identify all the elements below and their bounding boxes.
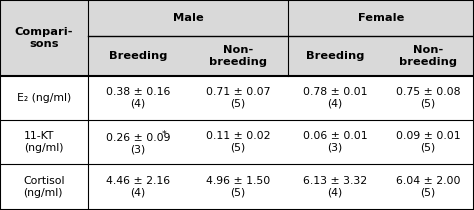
Text: 4.46 ± 2.16
(4): 4.46 ± 2.16 (4) bbox=[106, 176, 170, 198]
Text: Breeding: Breeding bbox=[109, 51, 167, 61]
Text: 11-KT
(ng/ml): 11-KT (ng/ml) bbox=[24, 131, 64, 153]
Text: 6.13 ± 3.32
(4): 6.13 ± 3.32 (4) bbox=[303, 176, 367, 198]
Text: Non-
breeding: Non- breeding bbox=[209, 45, 267, 67]
Bar bbox=[0, 164, 474, 210]
Text: 0.26 ± 0.09: 0.26 ± 0.09 bbox=[106, 133, 170, 143]
Text: Cortisol
(ng/ml): Cortisol (ng/ml) bbox=[23, 176, 65, 198]
Text: Female: Female bbox=[358, 13, 404, 23]
Text: E₂ (ng/ml): E₂ (ng/ml) bbox=[17, 93, 71, 103]
Text: 0.78 ± 0.01
(4): 0.78 ± 0.01 (4) bbox=[303, 87, 367, 109]
Text: *: * bbox=[162, 130, 166, 139]
Text: 0.75 ± 0.08
(5): 0.75 ± 0.08 (5) bbox=[396, 87, 460, 109]
Text: 0.11 ± 0.02
(5): 0.11 ± 0.02 (5) bbox=[206, 131, 270, 153]
Text: Breeding: Breeding bbox=[306, 51, 364, 61]
Text: 0.71 ± 0.07
(5): 0.71 ± 0.07 (5) bbox=[206, 87, 270, 109]
Text: 6.04 ± 2.00
(5): 6.04 ± 2.00 (5) bbox=[396, 176, 460, 198]
Bar bbox=[0, 76, 474, 120]
Bar bbox=[0, 120, 474, 164]
Text: 0.38 ± 0.16
(4): 0.38 ± 0.16 (4) bbox=[106, 87, 170, 109]
Text: 0.09 ± 0.01
(5): 0.09 ± 0.01 (5) bbox=[396, 131, 460, 153]
Text: Non-
breeding: Non- breeding bbox=[399, 45, 457, 67]
Text: 4.96 ± 1.50
(5): 4.96 ± 1.50 (5) bbox=[206, 176, 270, 198]
Text: Compari-
sons: Compari- sons bbox=[15, 27, 73, 49]
Text: Male: Male bbox=[173, 13, 203, 23]
Text: (3): (3) bbox=[130, 145, 146, 155]
Text: 0.06 ± 0.01
(3): 0.06 ± 0.01 (3) bbox=[303, 131, 367, 153]
